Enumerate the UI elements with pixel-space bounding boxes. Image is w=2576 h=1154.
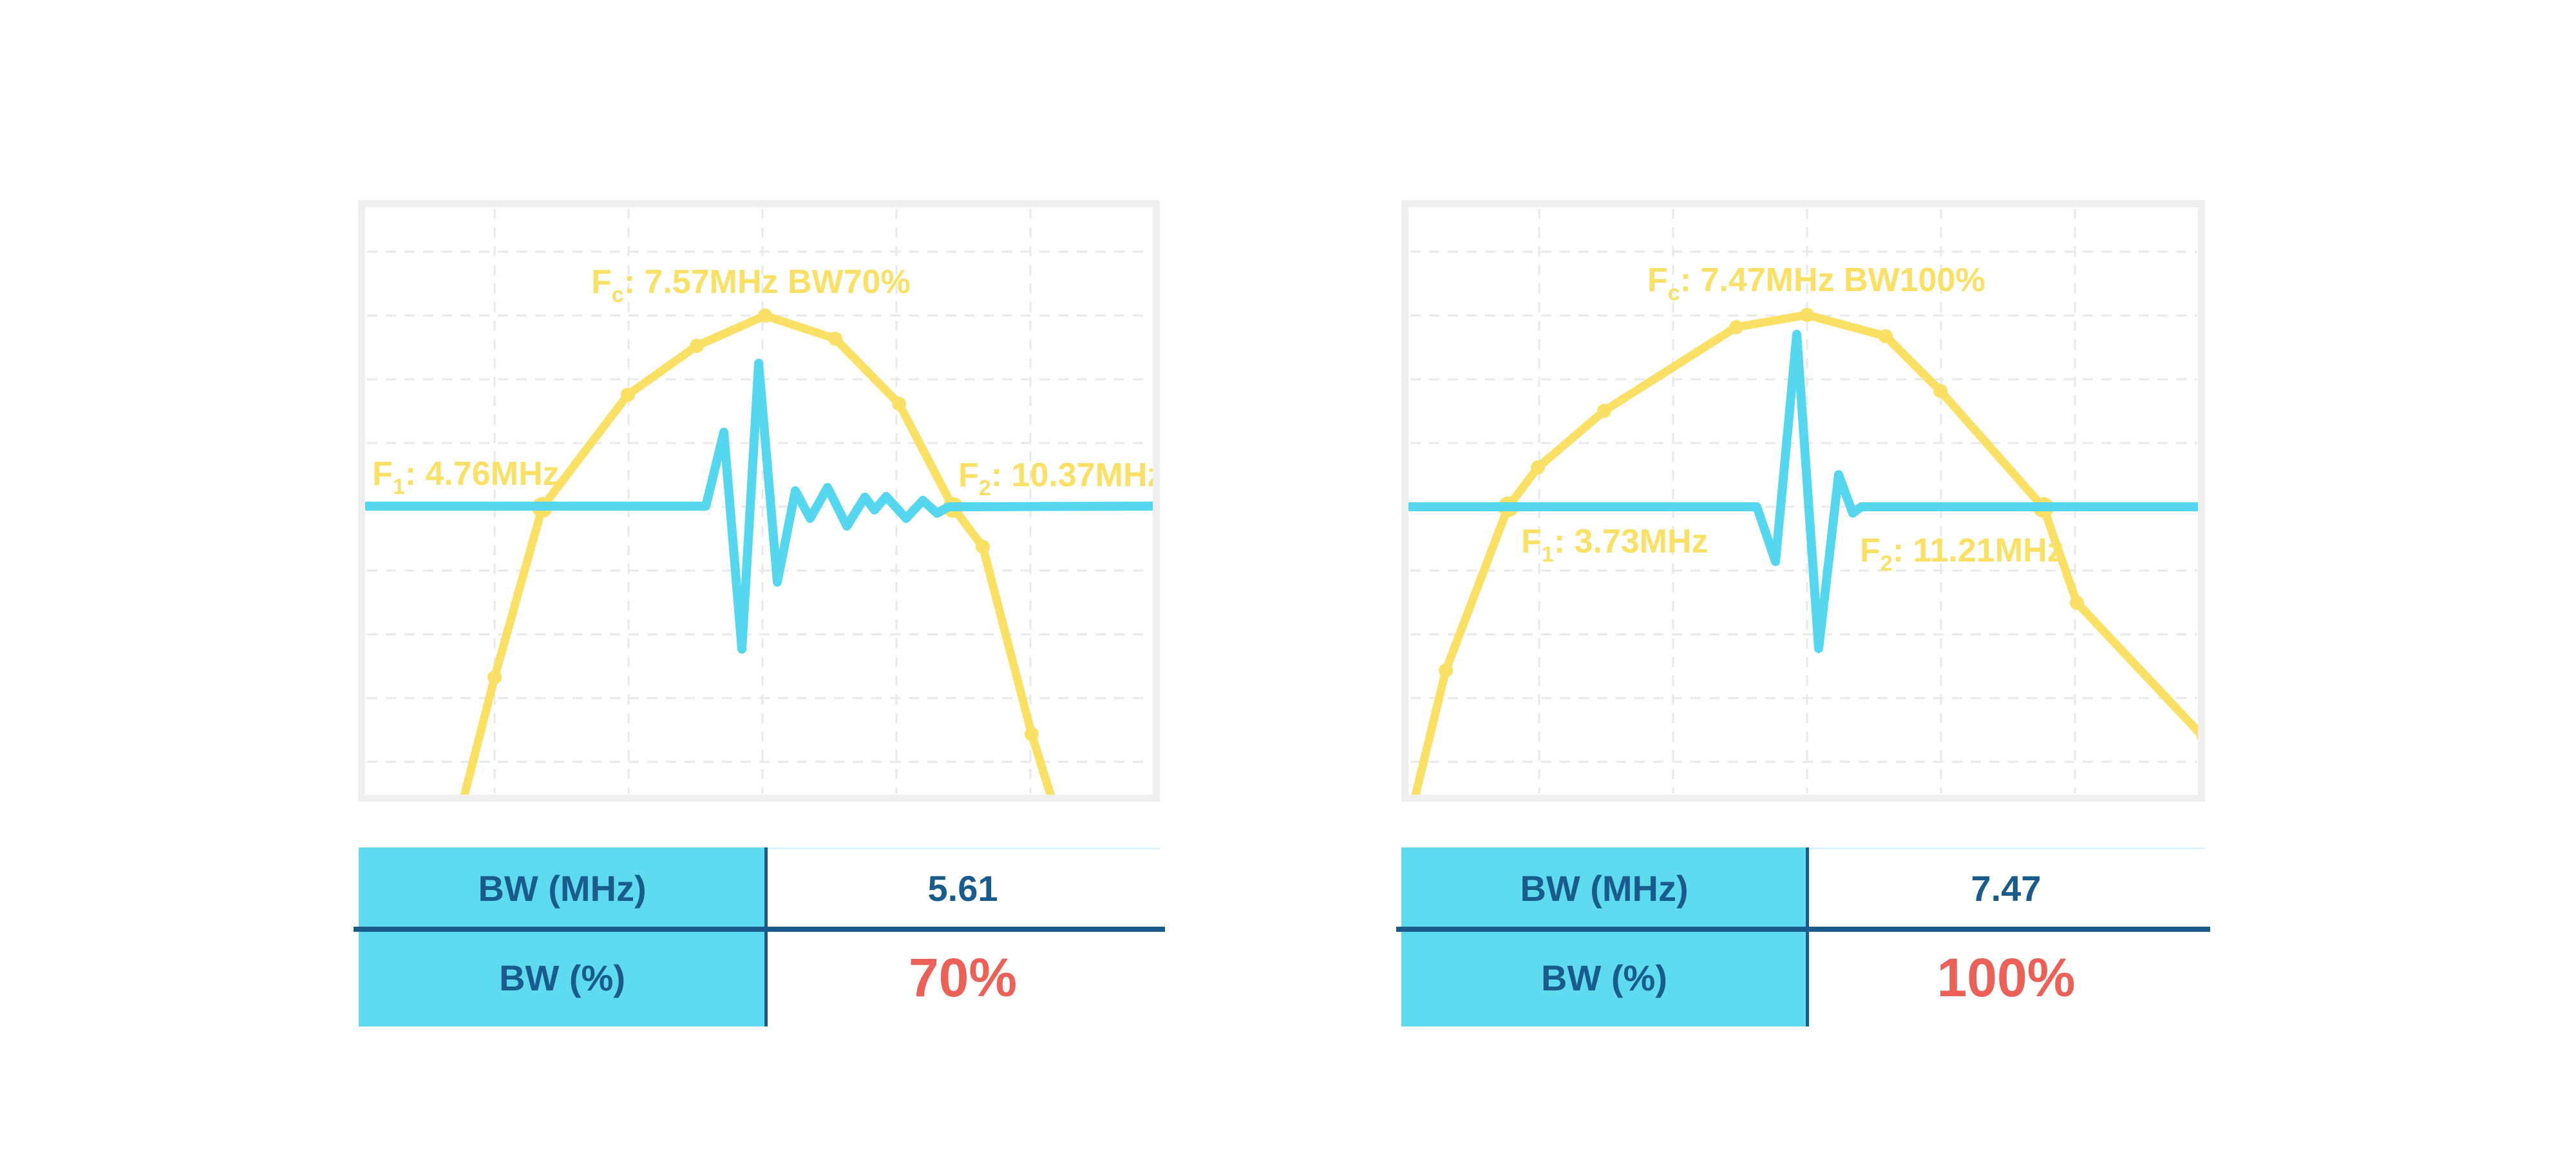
fc-annotation: Fc: 7.47MHz BW100% <box>1647 261 1985 305</box>
bw-mhz-value: 5.61 <box>766 847 1160 929</box>
table-row: BW (MHz) 5.61 <box>359 847 1160 929</box>
bw-table-left: BW (MHz) 5.61 BW (%) 70% <box>354 847 1165 1026</box>
spectrum-marker <box>828 332 842 346</box>
f1-annotation: F1: 4.76MHz <box>372 455 560 499</box>
spectrum-marker <box>758 308 772 323</box>
table-row: BW (MHz) 7.47 <box>1401 847 2205 929</box>
value-column-topline <box>766 847 1160 849</box>
spectrum-line <box>459 311 1057 802</box>
f1-annotation-main: F <box>372 455 393 493</box>
f1-annotation: F1: 3.73MHz <box>1521 523 1709 567</box>
bw-mhz-label: BW (MHz) <box>1401 847 1807 929</box>
spectrum-marker <box>1597 404 1611 418</box>
f2-annotation-sub: 2 <box>1880 551 1893 576</box>
spectrum-marker <box>1729 320 1743 334</box>
spectrum-marker <box>2070 596 2084 610</box>
value-column-topline <box>1807 847 2205 849</box>
bw-percent-value: 100% <box>1807 929 2205 1026</box>
spectrum-marker <box>1439 663 1453 677</box>
table-row: BW (%) 100% <box>1401 929 2205 1026</box>
fc-annotation-main: F <box>591 263 612 301</box>
fc-annotation-rest: : 7.47MHz BW100% <box>1680 261 1985 299</box>
fc-annotation-main: F <box>1647 261 1668 299</box>
bw-table-right: BW (MHz) 7.47 BW (%) 100% <box>1396 847 2210 1026</box>
pulse-series <box>1406 330 2202 653</box>
chart-border <box>358 200 1160 802</box>
f1-annotation-sub: 1 <box>393 475 405 499</box>
fc-annotation: Fc: 7.57MHz BW70% <box>591 263 911 307</box>
spectrum-marker <box>488 670 502 685</box>
spectrum-line <box>1410 310 2205 802</box>
column-divider-line <box>764 847 768 1026</box>
bw-mhz-label: BW (MHz) <box>359 847 766 929</box>
spectrum-series <box>459 308 1057 802</box>
chart-bandwidth-100: Fc: 7.47MHz BW100% F1: 3.73MHz F2: 11.21MH… <box>1401 200 2205 802</box>
spectrum-marker <box>1531 460 1545 475</box>
row-separator-line <box>1396 927 2210 932</box>
chart-bandwidth-100-svg: Fc: 7.47MHz BW100%F1: 3.73MHz F2: 11.21MH… <box>1401 200 2205 802</box>
column-divider-line <box>1806 847 1809 1026</box>
row-separator-line <box>354 927 1165 932</box>
bw-mhz-value: 7.47 <box>1807 847 2205 929</box>
f2-annotation-rest: : 10.37MHz <box>991 457 1160 494</box>
f2-annotation: F2: 11.21MHz <box>1860 532 2064 576</box>
spectrum-marker <box>690 339 704 353</box>
spectrum-marker <box>1800 308 1814 322</box>
spectrum-marker <box>892 397 906 411</box>
spectrum-marker <box>1879 329 1893 343</box>
chart-bandwidth-70-svg: Fc: 7.57MHz BW70%F1: 4.76MHz F2: 10.37MHz <box>358 200 1160 802</box>
bw-percent-value: 70% <box>766 929 1160 1026</box>
f2-annotation-rest: : 11.21MHz <box>1893 532 2064 569</box>
f1-annotation-sub: 1 <box>1542 542 1554 567</box>
spectrum-marker <box>976 540 990 554</box>
f2-annotation-main: F <box>958 457 979 494</box>
pulse-series <box>363 359 1156 654</box>
f1-annotation-rest: : 3.73MHz <box>1554 523 1709 560</box>
bw-percent-label: BW (%) <box>359 929 766 1026</box>
table-row: BW (%) 70% <box>359 929 1160 1026</box>
spectrum-marker <box>1025 727 1039 741</box>
f2-annotation-main: F <box>1860 532 1880 569</box>
fc-annotation-sub: c <box>1668 281 1680 305</box>
chart-border <box>1401 200 2205 802</box>
f1-annotation-main: F <box>1521 523 1542 560</box>
fc-annotation-sub: c <box>612 283 624 307</box>
pulse-line <box>363 359 1156 654</box>
pulse-line <box>1406 330 2202 653</box>
fc-annotation-rest: : 7.57MHz BW70% <box>624 263 911 301</box>
f1-annotation-rest: : 4.76MHz <box>405 455 560 493</box>
f2-annotation-sub: 2 <box>979 476 991 500</box>
f2-annotation: F2: 10.37MHz <box>958 457 1160 500</box>
spectrum-marker <box>621 388 635 402</box>
spectrum-marker <box>1933 384 1947 398</box>
chart-bandwidth-70: Fc: 7.57MHz BW70% F1: 4.76MHz F2: 10.37MHz <box>358 200 1160 802</box>
bw-percent-label: BW (%) <box>1401 929 1807 1026</box>
